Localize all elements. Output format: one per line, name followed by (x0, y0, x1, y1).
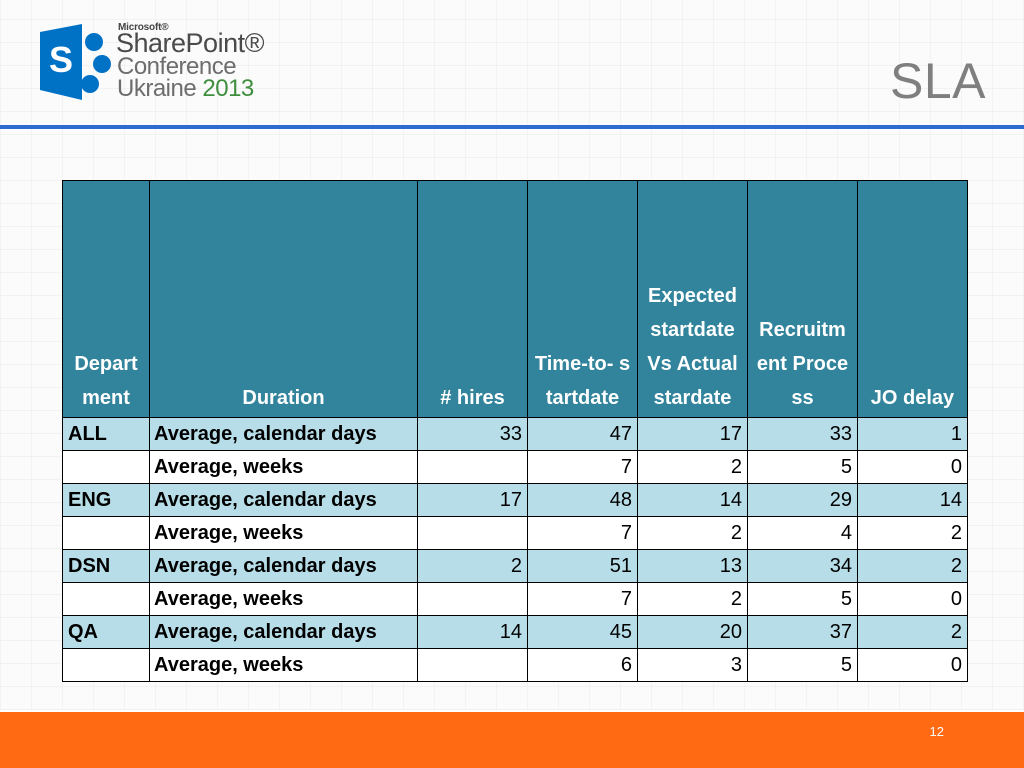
cell-duration: Average, weeks (149, 648, 418, 682)
header-jo-delay: JO delay (857, 180, 968, 418)
cell-duration: Average, weeks (149, 516, 418, 550)
logo-year-text: 2013 (202, 75, 254, 102)
header-expected-vs-actual: Expected startdate Vs Actual stardate (637, 180, 748, 418)
cell-hires (417, 582, 528, 616)
cell-time-to-startdate: 6 (527, 648, 638, 682)
cell-duration: Average, weeks (149, 582, 418, 616)
cell-time-to-startdate: 47 (527, 417, 638, 451)
title-divider (0, 125, 1024, 129)
table-row: DSN Average, calendar days 2 51 13 34 2 (62, 549, 968, 583)
svg-text:S: S (49, 39, 73, 80)
cell-hires (417, 450, 528, 484)
cell-recruitment-process: 29 (747, 483, 858, 517)
cell-recruitment-process: 4 (747, 516, 858, 550)
cell-hires: 33 (417, 417, 528, 451)
cell-expected-vs-actual: 2 (637, 516, 748, 550)
header-hires: # hires (417, 180, 528, 418)
cell-jo-delay: 1 (857, 417, 968, 451)
cell-jo-delay: 0 (857, 582, 968, 616)
cell-department (62, 582, 150, 616)
cell-expected-vs-actual: 13 (637, 549, 748, 583)
cell-department (62, 450, 150, 484)
cell-hires: 14 (417, 615, 528, 649)
footer-bar (0, 712, 1024, 768)
cell-jo-delay: 2 (857, 615, 968, 649)
cell-expected-vs-actual: 3 (637, 648, 748, 682)
table-row: ALL Average, calendar days 33 47 17 33 1 (62, 417, 968, 451)
cell-time-to-startdate: 51 (527, 549, 638, 583)
cell-time-to-startdate: 7 (527, 582, 638, 616)
cell-hires (417, 516, 528, 550)
cell-recruitment-process: 5 (747, 648, 858, 682)
sla-table: Depart ment Duration # hires Time-to- st… (62, 180, 968, 682)
page-number: 12 (929, 724, 944, 739)
cell-recruitment-process: 34 (747, 549, 858, 583)
table-row: QA Average, calendar days 14 45 20 37 2 (62, 615, 968, 649)
table-row: Average, weeks 7 2 5 0 (62, 450, 968, 484)
cell-hires: 2 (417, 549, 528, 583)
cell-recruitment-process: 5 (747, 582, 858, 616)
cell-duration: Average, calendar days (149, 483, 418, 517)
cell-duration: Average, weeks (149, 450, 418, 484)
table-row: Average, weeks 7 2 4 2 (62, 516, 968, 550)
cell-jo-delay: 14 (857, 483, 968, 517)
cell-jo-delay: 0 (857, 450, 968, 484)
table-row: Average, weeks 6 3 5 0 (62, 648, 968, 682)
cell-department: QA (62, 615, 150, 649)
cell-department: ENG (62, 483, 150, 517)
cell-department: DSN (62, 549, 150, 583)
cell-recruitment-process: 37 (747, 615, 858, 649)
cell-expected-vs-actual: 20 (637, 615, 748, 649)
cell-jo-delay: 0 (857, 648, 968, 682)
header-time-to-startdate: Time-to- startdate (527, 180, 638, 418)
cell-department: ALL (62, 417, 150, 451)
cell-hires: 17 (417, 483, 528, 517)
slide-title: SLA (889, 53, 986, 109)
cell-duration: Average, calendar days (149, 615, 418, 649)
cell-time-to-startdate: 45 (527, 615, 638, 649)
logo-ukraine-line: Ukraine 2013 (117, 77, 254, 101)
cell-duration: Average, calendar days (149, 417, 418, 451)
cell-time-to-startdate: 7 (527, 450, 638, 484)
header-recruitment-process: Recruitm ent Process (747, 180, 858, 418)
header-duration: Duration (149, 180, 418, 418)
logo-sharepoint-text: SharePoint® (116, 28, 264, 58)
cell-expected-vs-actual: 17 (637, 417, 748, 451)
cell-department (62, 516, 150, 550)
cell-expected-vs-actual: 2 (637, 582, 748, 616)
cell-recruitment-process: 5 (747, 450, 858, 484)
sharepoint-conference-logo: S Microsoft® SharePoint® Conference Ukra… (38, 22, 278, 102)
microsoft-wordmark: Microsoft® (118, 22, 169, 33)
cell-recruitment-process: 33 (747, 417, 858, 451)
table-row: Average, weeks 7 2 5 0 (62, 582, 968, 616)
logo-ukraine-text: Ukraine (117, 75, 197, 102)
cell-jo-delay: 2 (857, 516, 968, 550)
cell-time-to-startdate: 48 (527, 483, 638, 517)
cell-duration: Average, calendar days (149, 549, 418, 583)
cell-expected-vs-actual: 2 (637, 450, 748, 484)
cell-department (62, 648, 150, 682)
sharepoint-s-icon: S (40, 24, 111, 100)
cell-time-to-startdate: 7 (527, 516, 638, 550)
table-row: ENG Average, calendar days 17 48 14 29 1… (62, 483, 968, 517)
header-department: Depart ment (62, 180, 150, 418)
table-header-row: Depart ment Duration # hires Time-to- st… (62, 180, 968, 418)
cell-hires (417, 648, 528, 682)
cell-expected-vs-actual: 14 (637, 483, 748, 517)
cell-jo-delay: 2 (857, 549, 968, 583)
logo-conference-text: Conference (117, 53, 237, 80)
